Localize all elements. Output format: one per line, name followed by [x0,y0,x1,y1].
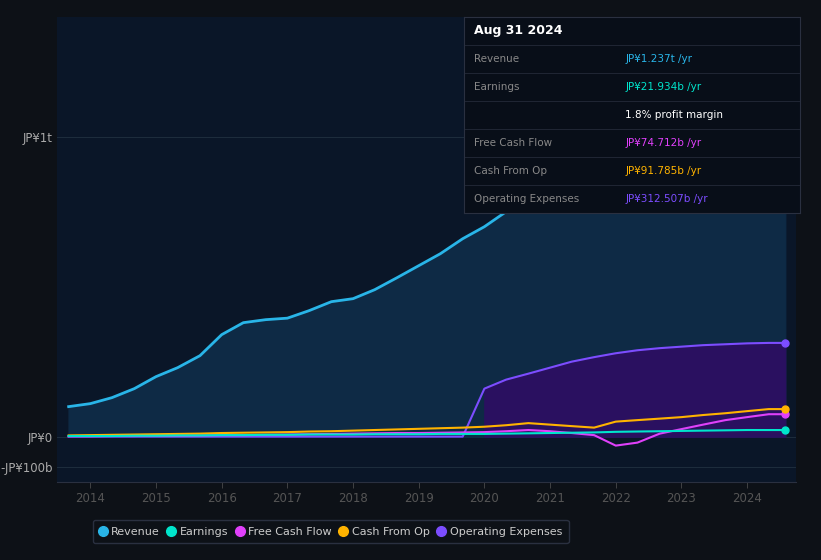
Text: JP¥1.237t /yr: JP¥1.237t /yr [626,54,692,64]
Text: JP¥312.507b /yr: JP¥312.507b /yr [626,194,708,204]
Text: 1.8% profit margin: 1.8% profit margin [626,110,723,120]
Text: Aug 31 2024: Aug 31 2024 [474,24,562,38]
Text: Free Cash Flow: Free Cash Flow [474,138,552,148]
Text: JP¥74.712b /yr: JP¥74.712b /yr [626,138,702,148]
Legend: Revenue, Earnings, Free Cash Flow, Cash From Op, Operating Expenses: Revenue, Earnings, Free Cash Flow, Cash … [93,520,569,543]
Text: Revenue: Revenue [474,54,519,64]
Text: Operating Expenses: Operating Expenses [474,194,579,204]
Text: Cash From Op: Cash From Op [474,166,547,176]
Text: JP¥21.934b /yr: JP¥21.934b /yr [626,82,702,92]
Text: JP¥91.785b /yr: JP¥91.785b /yr [626,166,702,176]
Text: Earnings: Earnings [474,82,520,92]
